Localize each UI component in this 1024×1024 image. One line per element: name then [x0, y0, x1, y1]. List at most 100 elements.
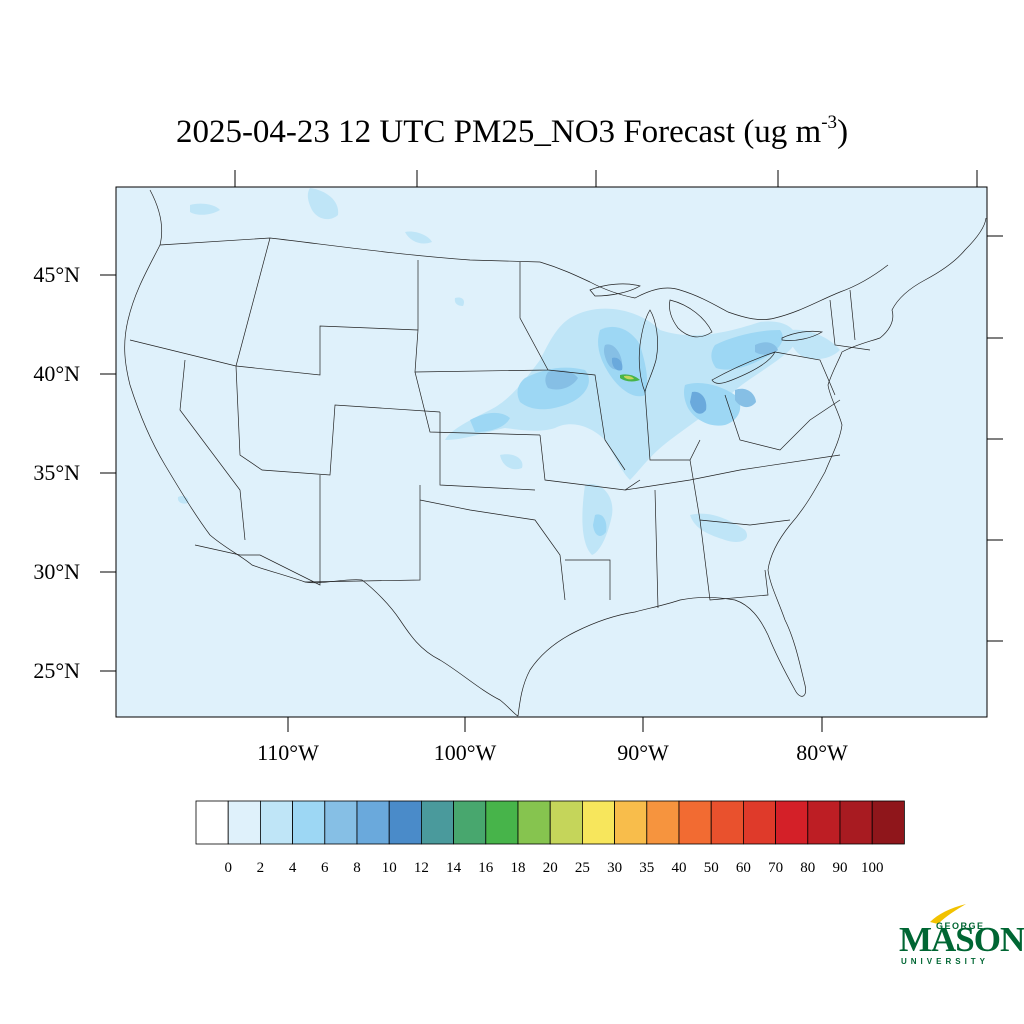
state-borders-southwest	[194, 475, 566, 601]
plume-core-in	[690, 391, 707, 414]
colorbar-label: 14	[446, 860, 462, 876]
logo-main-text: MASON	[899, 920, 1024, 959]
colorbar-label: 90	[833, 860, 848, 876]
colorbar-label: 12	[414, 860, 429, 876]
colorbar-label: 60	[736, 860, 751, 876]
boundaries	[124, 189, 987, 717]
logo-top-text: GEORGE	[936, 921, 985, 931]
latitude-labels: 45°N 40°N 35°N 30°N 25°N	[33, 262, 80, 683]
colorbar-swatch	[807, 800, 841, 845]
plume-dot-3	[500, 454, 523, 470]
plume-hotspot-yellow	[624, 375, 634, 380]
map-title: 2025-04-23 12 UTC PM25_NO3 Forecast (ug …	[0, 112, 1024, 151]
colorbar-swatch	[646, 800, 680, 845]
lon-label-90: 90°W	[617, 740, 669, 765]
map-frame	[115, 186, 988, 718]
colorbar-label: 25	[575, 860, 590, 876]
colorbar-label: 0	[224, 860, 232, 876]
colorbar-label: 16	[478, 860, 494, 876]
colorbar-swatch	[195, 800, 229, 845]
lat-label-35: 35°N	[33, 460, 80, 485]
tick-marks	[100, 170, 1003, 732]
colorbar-swatch	[356, 800, 390, 845]
plume-arkansas-mid	[593, 514, 607, 536]
lat-label-40: 40°N	[33, 361, 80, 386]
title-superscript: -3	[821, 112, 838, 133]
colorbar-swatch	[292, 800, 326, 845]
colorbar-label: 35	[639, 860, 654, 876]
state-borders-east	[624, 391, 841, 526]
east-coast	[517, 217, 987, 717]
lon-label-80: 80°W	[796, 740, 848, 765]
plume-dot-2	[177, 495, 189, 504]
plume-core-2	[612, 357, 623, 371]
plume-midwest-light	[445, 308, 796, 480]
colorbar-label: 2	[257, 860, 265, 876]
map-background	[116, 187, 987, 717]
colorbar-swatch	[839, 800, 873, 845]
colorbar-swatch	[227, 800, 261, 845]
state-borders-west	[129, 339, 536, 541]
george-mason-logo: GEORGE MASON UNIVERSITY	[898, 902, 1024, 972]
state-borders-northeast	[724, 289, 871, 451]
colorbar-swatch	[678, 800, 712, 845]
plume-seattle-light	[190, 203, 220, 215]
title-text: 2025-04-23 12 UTC PM25_NO3 Forecast (ug …	[175, 114, 822, 150]
colorbar-swatch	[453, 800, 487, 845]
colorbar-label: 80	[800, 860, 815, 876]
colorbar-swatch	[517, 800, 551, 845]
colorbar	[195, 800, 905, 845]
plume-pa-light	[789, 329, 840, 360]
title-close: )	[837, 114, 849, 150]
plume-dot-1	[454, 297, 465, 306]
colorbar-swatch	[259, 800, 293, 845]
plume-core-oh	[735, 388, 756, 408]
lat-label-45: 45°N	[33, 262, 80, 287]
concentration-fields	[177, 188, 840, 555]
lon-label-100: 100°W	[434, 740, 497, 765]
lake-ontario	[781, 330, 823, 341]
colorbar-label: 40	[672, 860, 687, 876]
state-borders-north	[235, 237, 549, 376]
colorbar-label: 70	[768, 860, 783, 876]
colorbar-label: 10	[382, 860, 397, 876]
colorbar-swatch	[420, 800, 454, 845]
colorbar-swatch	[324, 800, 358, 845]
plume-core-erie	[755, 342, 778, 355]
colorbar-swatch	[485, 800, 519, 845]
west-coast-mexico-border	[124, 189, 519, 717]
colorbar-swatch	[743, 800, 777, 845]
colorbar-swatch	[871, 800, 905, 845]
state-borders-central	[414, 369, 641, 491]
colorbar-labels: 0 2 4 6 8 10 12 14 16 18 20 25 30 35 40 50 60 70 80 90 100	[224, 860, 883, 876]
great-lakes-border	[539, 261, 889, 320]
lon-label-110: 110°W	[257, 740, 319, 765]
plume-kansas-mid	[470, 412, 510, 432]
colorbar-swatch	[582, 800, 616, 845]
lat-label-30: 30°N	[33, 559, 80, 584]
logo-bottom-text: UNIVERSITY	[901, 957, 990, 966]
longitude-labels: 110°W 100°W 90°W 80°W	[257, 740, 848, 765]
lake-superior	[589, 283, 641, 297]
canada-border	[159, 237, 541, 263]
colorbar-swatch	[549, 800, 583, 845]
plume-ohio-mid	[711, 330, 783, 370]
lat-label-25: 25°N	[33, 658, 80, 683]
lake-huron	[669, 299, 713, 338]
colorbar-label: 20	[543, 860, 558, 876]
colorbar-swatch	[388, 800, 422, 845]
plume-nd-light	[405, 231, 432, 244]
colorbar-label: 30	[607, 860, 622, 876]
plume-core-ia	[545, 370, 578, 390]
colorbar-label: 50	[704, 860, 719, 876]
colorbar-swatch	[614, 800, 648, 845]
colorbar-swatch	[775, 800, 809, 845]
colorbar-swatch	[710, 800, 744, 845]
plume-montana-light	[307, 188, 339, 220]
colorbar-label: 6	[321, 860, 329, 876]
state-borders-south	[565, 489, 769, 609]
colorbar-label: 100	[861, 860, 884, 876]
logo-flame-icon	[930, 904, 966, 924]
colorbar-label: 8	[353, 860, 361, 876]
